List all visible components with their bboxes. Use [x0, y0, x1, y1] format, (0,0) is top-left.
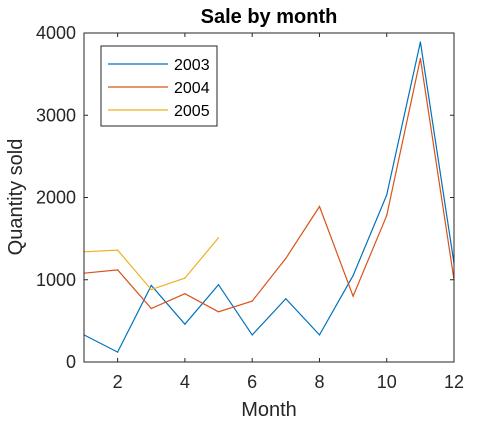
chart-title: Sale by month — [201, 6, 338, 28]
y-tick-label: 0 — [66, 352, 76, 372]
data-point-2003-10 — [386, 194, 388, 196]
data-point-2004-2 — [117, 269, 119, 271]
data-point-2004-11 — [419, 57, 421, 60]
x-tick-label: 6 — [247, 372, 257, 392]
data-point-2004-6 — [251, 300, 253, 302]
x-tick-label: 8 — [314, 372, 324, 392]
data-point-2003-6 — [251, 334, 253, 336]
axis-ticks: 2 4 6 8 10 12 0 1000 2000 3000 4000 — [36, 23, 464, 392]
x-tick-label: 12 — [444, 372, 464, 392]
data-point-2003-7 — [285, 298, 287, 300]
data-point-2004-10 — [386, 215, 388, 217]
data-point-2005-3 — [150, 289, 152, 291]
data-point-2003-4 — [184, 323, 186, 325]
data-point-2003-2 — [117, 351, 119, 353]
legend-label: 2003 — [174, 57, 210, 74]
y-tick-label: 4000 — [36, 23, 76, 43]
data-point-2005-2 — [117, 249, 119, 251]
legend-label: 2005 — [174, 103, 210, 120]
legend-label: 2004 — [174, 80, 210, 97]
x-tick-label: 10 — [377, 372, 397, 392]
data-point-2003-11 — [419, 41, 421, 43]
series-line-2003 — [83, 41, 455, 353]
x-tick-label: 4 — [180, 372, 190, 392]
legend: 2003 2004 2005 — [100, 45, 218, 127]
data-point-2004-5 — [217, 311, 220, 313]
data-point-2003-3 — [150, 284, 152, 287]
data-point-2003-5 — [217, 284, 220, 286]
y-tick-label: 3000 — [36, 105, 76, 125]
y-tick-label: 1000 — [36, 270, 76, 290]
y-axis-label: Quantity sold — [5, 139, 27, 256]
y-tick-label: 2000 — [36, 188, 76, 208]
data-point-2005-5 — [217, 237, 220, 239]
x-axis-label: Month — [241, 399, 297, 421]
data-point-2004-9 — [352, 295, 354, 297]
data-point-2004-3 — [150, 307, 152, 310]
data-point-2004-7 — [285, 257, 287, 259]
data-point-2005-4 — [184, 277, 186, 279]
series-line-2004 — [83, 58, 455, 313]
data-point-2003-9 — [352, 275, 354, 277]
x-tick-label: 2 — [113, 372, 123, 392]
legend-box — [100, 45, 218, 127]
data-point-2004-8 — [318, 205, 321, 208]
data-point-2003-8 — [318, 334, 321, 336]
data-point-2004-4 — [184, 293, 186, 295]
